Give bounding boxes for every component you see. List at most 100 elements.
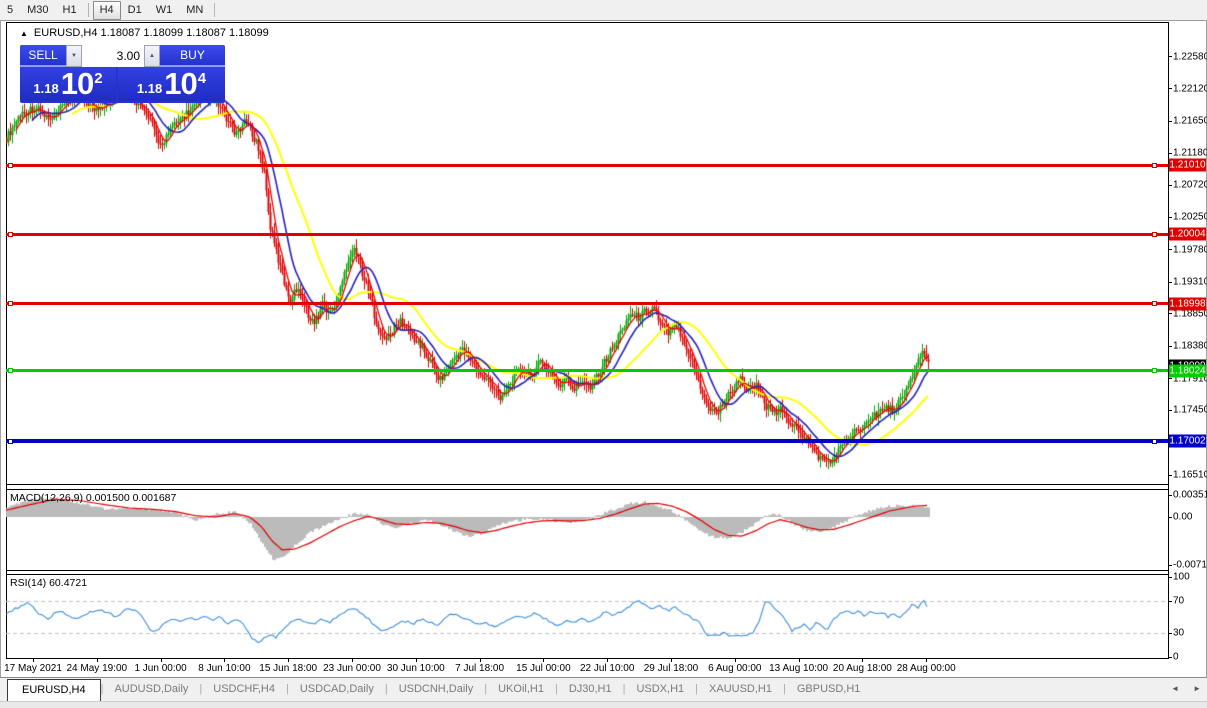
- macd-pane-top-border: [6, 489, 1169, 490]
- rsi-chart-canvas[interactable]: [6, 575, 1168, 658]
- toolbar-separator: [214, 3, 216, 17]
- timeframe-button-mn[interactable]: MN: [186, 3, 204, 16]
- rsi-tick-label: 0: [1173, 651, 1179, 663]
- tab-usdcad-daily[interactable]: USDCAD,Daily: [299, 683, 374, 695]
- volume-input[interactable]: [82, 45, 144, 67]
- tab-ukoil-h1[interactable]: UKOil,H1: [498, 683, 544, 695]
- timeframe-button-5[interactable]: 5: [7, 3, 14, 16]
- time-axis-tick: [543, 658, 545, 662]
- price-axis-tick: [1168, 281, 1172, 283]
- rsi-axis-tick: [1168, 633, 1172, 634]
- time-axis-tick: [415, 658, 417, 662]
- toolbar-separator: [87, 3, 89, 17]
- macd-axis-tick: [1168, 495, 1172, 496]
- tab-gbpusd-h1[interactable]: GBPUSD,H1: [796, 683, 861, 695]
- price-axis-tick: [1168, 56, 1172, 58]
- price-tick-label: 1.19310: [1173, 276, 1207, 288]
- price-line-label-1-21010: 1.21010: [1169, 158, 1206, 172]
- price-tick-label: 1.16510: [1173, 469, 1207, 481]
- price-tick-label: 1.21180: [1173, 147, 1207, 159]
- sell-button[interactable]: SELL: [20, 45, 66, 67]
- tab-scroll-left-icon[interactable]: ◄: [1171, 684, 1180, 693]
- price-line-1-18024[interactable]: [6, 369, 1168, 373]
- line-handle[interactable]: [8, 231, 13, 237]
- rsi-axis-tick: [1168, 601, 1172, 602]
- sell-price-button[interactable]: 1.18 10 2: [20, 67, 116, 101]
- time-axis-label: 6 Aug 00:00: [708, 663, 762, 674]
- tab-scroll-controls: ◄ ►: [1171, 684, 1201, 693]
- tab-usdchf-h4[interactable]: USDCHF,H4: [213, 683, 275, 695]
- timeframe-button-w1[interactable]: W1: [155, 3, 173, 16]
- price-axis-tick: [1168, 249, 1172, 251]
- rsi-pane-top-border: [6, 574, 1169, 575]
- price-line-label-1-20004: 1.20004: [1169, 227, 1206, 241]
- main-macd-separator[interactable]: [6, 484, 1169, 485]
- sell-price-big: 10: [60, 66, 94, 101]
- rsi-axis-tick: [1168, 577, 1172, 578]
- time-axis-tick: [352, 658, 353, 662]
- time-axis-tick: [862, 658, 864, 662]
- tab-xauusd-h1[interactable]: XAUUSD,H1: [709, 683, 772, 695]
- line-handle[interactable]: [8, 162, 13, 168]
- price-tick-label: 1.22120: [1173, 83, 1207, 95]
- price-axis-tick: [1168, 88, 1172, 90]
- chevron-down-icon: ▼: [71, 53, 77, 59]
- timeframe-button-d1[interactable]: D1: [127, 3, 142, 16]
- tab-separator: |: [622, 683, 626, 695]
- price-tick-label: 1.18380: [1173, 340, 1207, 352]
- buy-button[interactable]: BUY: [160, 45, 225, 67]
- timeframe-toolbar: 5 M30 H1 H4 D1 W1 MN: [0, 0, 1207, 21]
- price-line-label-1-18024: 1.18024: [1169, 364, 1206, 378]
- line-handle[interactable]: [1152, 162, 1157, 168]
- rsi-tick-label: 70: [1173, 595, 1185, 607]
- price-axis-tick: [1168, 345, 1172, 347]
- status-strip: [0, 701, 1207, 708]
- collapse-icon[interactable]: ▲: [20, 29, 28, 38]
- rsi-tick-label: 100: [1173, 571, 1190, 583]
- tab-scroll-right-icon[interactable]: ►: [1193, 684, 1201, 693]
- time-axis-label: 20 Aug 18:00: [832, 663, 892, 674]
- rsi-label: RSI(14) 60.4721: [10, 577, 88, 589]
- line-handle[interactable]: [8, 438, 13, 444]
- tab-usdx-h1[interactable]: USDX,H1: [636, 683, 685, 695]
- time-axis-label: 22 Jul 10:00: [579, 663, 635, 674]
- sell-price-pip: 2: [94, 70, 103, 87]
- price-line-1-20004[interactable]: [6, 232, 1168, 236]
- tab-separator: |: [199, 683, 203, 695]
- price-axis-tick: [1168, 152, 1172, 154]
- line-handle[interactable]: [1152, 301, 1157, 307]
- price-line-1-18998[interactable]: [6, 302, 1168, 306]
- volume-increase-button[interactable]: ▲: [144, 45, 160, 67]
- line-handle[interactable]: [1152, 368, 1157, 374]
- time-axis-label: 17 May 2021: [4, 663, 62, 674]
- timeframe-button-m30[interactable]: M30: [27, 3, 49, 16]
- line-handle[interactable]: [8, 301, 13, 307]
- time-axis-label: 15 Jul 00:00: [516, 663, 571, 674]
- time-axis-label: 8 Jun 10:00: [198, 663, 251, 674]
- tab-eurusd-h4[interactable]: EURUSD,H4: [7, 679, 101, 701]
- timeframe-button-h4[interactable]: H4: [92, 0, 121, 20]
- price-line-1-21010[interactable]: [6, 163, 1168, 167]
- time-axis-label: 15 Jun 18:00: [259, 663, 318, 674]
- line-handle[interactable]: [1152, 231, 1157, 237]
- time-axis-tick: [734, 658, 736, 662]
- volume-decrease-button[interactable]: ▼: [66, 45, 82, 67]
- macd-chart-canvas[interactable]: [6, 490, 1168, 569]
- tab-usdcnh-daily[interactable]: USDCNH,Daily: [398, 683, 474, 695]
- macd-tick-label: 0.00: [1173, 511, 1193, 523]
- tab-separator: |: [100, 683, 104, 695]
- time-axis-tick: [479, 658, 481, 662]
- price-line-label-1-17002: 1.17002: [1169, 434, 1206, 448]
- line-handle[interactable]: [8, 368, 13, 374]
- time-axis-tick: [671, 658, 672, 662]
- buy-price-button[interactable]: 1.18 10 4: [118, 67, 225, 101]
- buy-price-pip: 4: [197, 70, 207, 87]
- price-tick-label: 1.20250: [1173, 211, 1207, 223]
- line-handle[interactable]: [1152, 438, 1157, 444]
- price-line-1-17002[interactable]: [6, 439, 1168, 444]
- macd-rsi-separator[interactable]: [6, 570, 1169, 571]
- tab-dj30-h1[interactable]: DJ30,H1: [568, 683, 612, 695]
- timeframe-button-h1[interactable]: H1: [62, 3, 77, 16]
- tab-audusd-daily[interactable]: AUDUSD,Daily: [114, 683, 189, 695]
